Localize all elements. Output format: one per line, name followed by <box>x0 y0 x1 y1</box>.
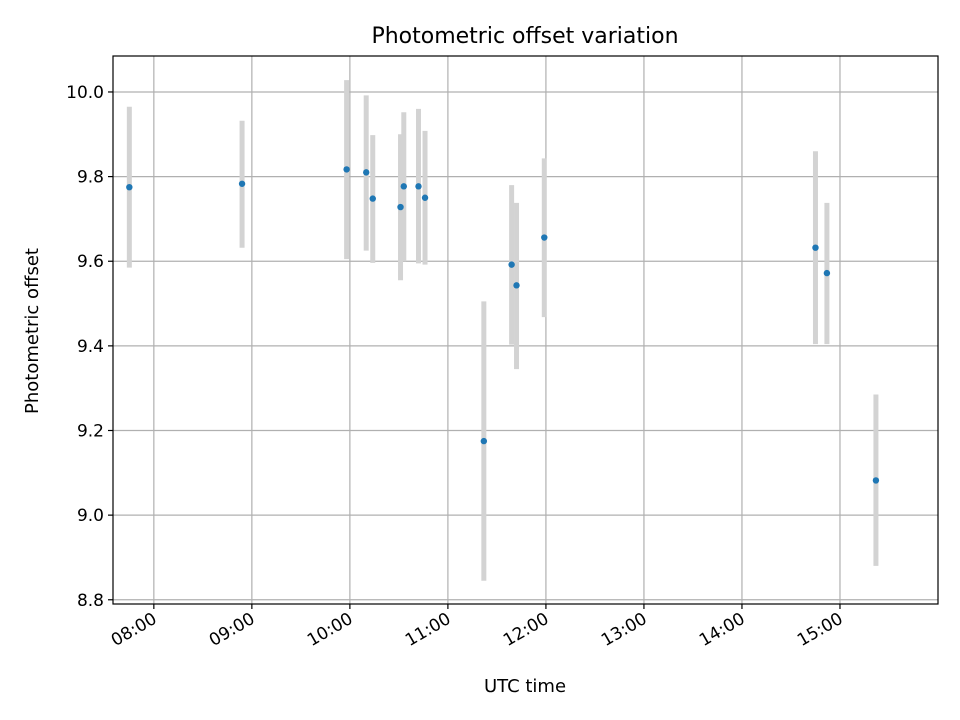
plot-area-frame <box>112 55 939 605</box>
y-tick-label: 10.0 <box>66 83 104 103</box>
data-point <box>823 269 831 277</box>
x-tick-label: 08:00 <box>108 609 160 651</box>
data-point <box>397 203 404 211</box>
data-point <box>126 183 133 191</box>
data-point <box>363 169 370 176</box>
data-point <box>812 244 819 251</box>
y-axis-label: Photometric offset <box>22 248 43 414</box>
y-tick-label: 9.2 <box>77 422 104 442</box>
x-tick-label: 14:00 <box>696 609 748 651</box>
axis-ticks: 08:00 09:00 10:00 11:00 12:00 13:00 14:00 15:00… <box>66 83 846 651</box>
error-bars <box>126 80 879 581</box>
data-point <box>513 282 520 289</box>
y-tick-label: 9.4 <box>77 337 104 357</box>
data-point <box>508 261 515 268</box>
grid <box>113 56 938 604</box>
y-tick-label: 9.8 <box>77 168 104 188</box>
data-point <box>541 234 548 241</box>
data-point <box>415 183 422 190</box>
data-point <box>238 180 246 187</box>
x-tick-label: 09:00 <box>206 609 258 651</box>
data-point <box>421 194 429 201</box>
data-points <box>126 166 880 484</box>
chart-title: Photometric offset variation <box>371 24 678 49</box>
x-tick-label: 12:00 <box>500 609 552 651</box>
data-point <box>369 195 376 202</box>
x-tick-label: 10:00 <box>304 609 356 651</box>
data-point <box>872 477 880 484</box>
data-point <box>480 437 488 445</box>
y-tick-label: 8.8 <box>77 591 104 611</box>
data-point <box>400 183 407 190</box>
x-axis-label: UTC time <box>484 676 566 697</box>
data-point <box>343 166 350 173</box>
y-tick-label: 9.6 <box>77 252 104 272</box>
y-tick-label: 9.0 <box>77 506 104 526</box>
x-tick-label: 13:00 <box>598 609 650 651</box>
x-tick-label: 11:00 <box>402 609 454 651</box>
x-tick-label: 15:00 <box>794 609 846 651</box>
